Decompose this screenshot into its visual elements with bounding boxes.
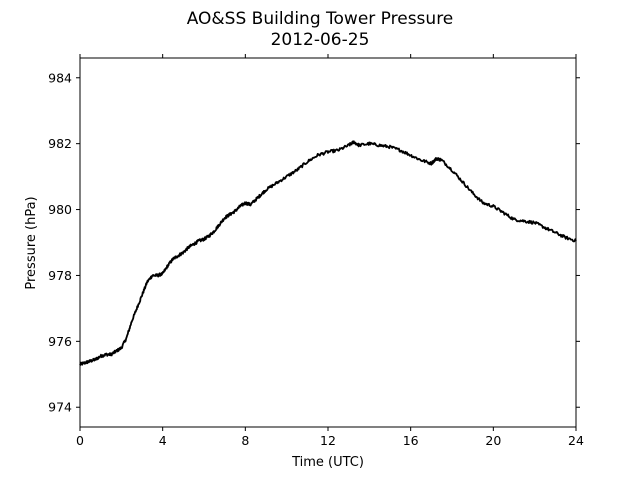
y-axis: 974 976 978 980 982 984 — [48, 70, 580, 415]
y-tick-label: 974 — [48, 400, 72, 415]
y-tick-label: 978 — [48, 268, 72, 283]
x-axis-label: Time (UTC) — [291, 455, 364, 470]
y-tick-label: 980 — [48, 202, 72, 217]
chart-title: AO&SS Building Tower Pressure — [187, 9, 454, 29]
chart-subtitle: 2012-06-25 — [271, 30, 370, 50]
x-tick-label: 8 — [241, 433, 249, 448]
x-tick-label: 4 — [159, 433, 167, 448]
plot-frame — [79, 57, 577, 428]
y-axis-label: Pressure (hPa) — [24, 196, 39, 289]
y-tick-label: 982 — [48, 136, 72, 151]
x-tick-label: 24 — [568, 433, 584, 448]
y-tick-label: 984 — [48, 70, 72, 85]
pressure-line — [79, 140, 577, 366]
x-tick-label: 0 — [76, 433, 84, 448]
x-tick-label: 16 — [403, 433, 419, 448]
x-axis: 0 4 8 12 16 20 24 — [76, 54, 584, 448]
x-tick-label: 12 — [320, 433, 336, 448]
x-tick-label: 20 — [485, 433, 501, 448]
y-tick-label: 976 — [48, 334, 72, 349]
